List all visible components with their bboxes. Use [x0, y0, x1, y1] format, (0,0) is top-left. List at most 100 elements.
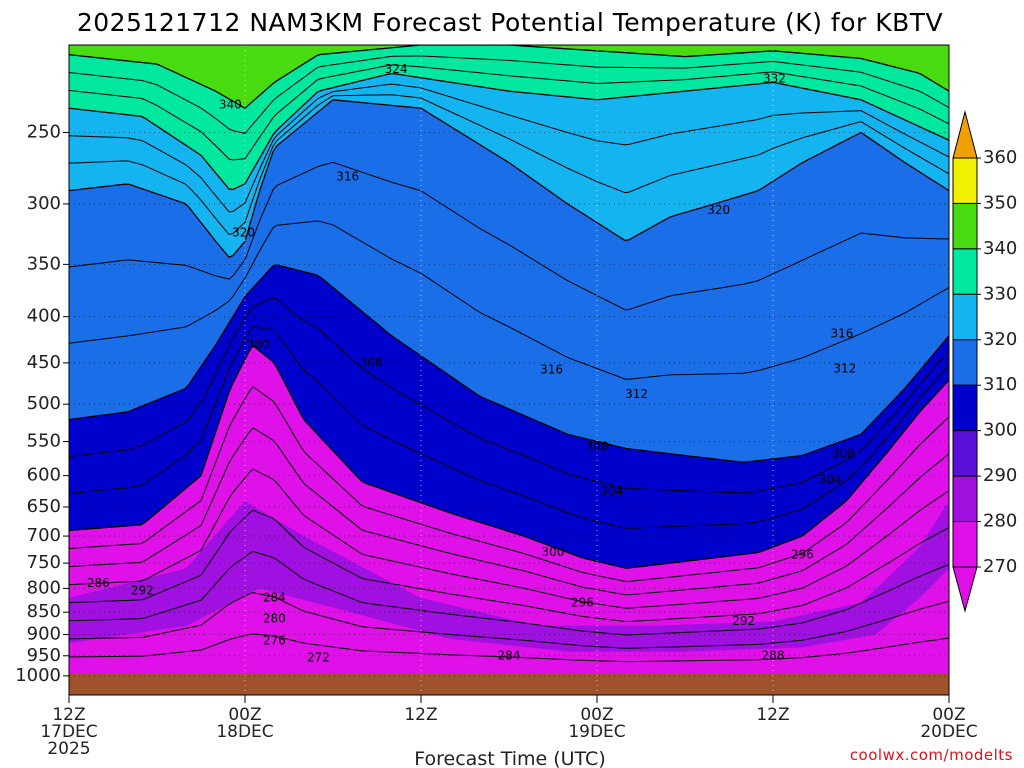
colorbar-segment — [952, 248, 978, 295]
isentrope-line-lower — [69, 468, 949, 609]
contour-label: 304 — [819, 473, 842, 487]
contour-label: 332 — [763, 71, 786, 85]
colorbar-label: 280 — [983, 511, 1017, 532]
colorbar-label: 340 — [983, 238, 1017, 259]
x-tick-label: 20DEC — [920, 722, 977, 742]
y-tick-label: 1000 — [15, 665, 61, 686]
band-above-isentrope-330 — [69, 45, 949, 190]
y-tick-label: 550 — [27, 431, 61, 452]
y-tick-label: 300 — [27, 193, 61, 214]
contour-label: 312 — [833, 361, 856, 375]
colorbar-label: 300 — [983, 420, 1017, 441]
x-tick-label: 2025 — [47, 739, 90, 759]
isentrope-line-lower — [69, 509, 949, 622]
isentrope-line-minor — [69, 161, 949, 311]
credit-link[interactable]: coolwx.com/modelts — [850, 746, 1013, 764]
y-tick-label: 250 — [27, 121, 61, 142]
isentrope-line-330 — [69, 72, 949, 191]
y-tick-label: 500 — [27, 393, 61, 414]
colorbar-segment — [952, 384, 978, 432]
contour-label: 300 — [247, 338, 270, 352]
x-tick-label: 17DEC — [40, 722, 97, 742]
contour-label: 288 — [762, 648, 785, 662]
isentrope-line-340 — [69, 45, 949, 110]
contour-label: 308 — [586, 440, 609, 454]
isentrope-line-lower — [69, 633, 949, 663]
contour-label: 308 — [360, 355, 383, 369]
colorbar-label: 310 — [983, 374, 1017, 395]
y-tick-label: 700 — [27, 525, 61, 546]
contour-label: 296 — [791, 548, 814, 562]
contour-label: 284 — [263, 591, 286, 605]
isentrope-line-minor — [69, 83, 949, 213]
colorbar-segment — [952, 521, 978, 568]
x-tick-label: 00Z — [228, 705, 261, 725]
isentrope-line-lower — [69, 427, 949, 596]
y-axis: 2503003504004505005506006507007508008509… — [15, 121, 69, 686]
colorbar-segment — [952, 202, 978, 250]
colorbar-segment — [952, 157, 978, 204]
colorbar-arrow-bottom — [952, 566, 978, 613]
isentrope-line-minor — [69, 220, 949, 380]
contour-label: 292 — [131, 583, 154, 597]
contour-label: 320 — [232, 225, 255, 239]
contour-label: 284 — [498, 648, 521, 662]
contour-label: 292 — [732, 614, 755, 628]
colorbar-arrow-top — [952, 110, 978, 159]
contour-label: 316 — [830, 326, 853, 340]
y-tick-label: 750 — [27, 552, 61, 573]
terrain-layer — [69, 674, 949, 695]
isentrope-line-310 — [69, 264, 949, 463]
terrain-fill — [69, 674, 949, 695]
colorbar-segment — [952, 293, 978, 341]
colorbar-segment — [952, 339, 978, 386]
contour-label: 316 — [540, 362, 563, 376]
x-tick-label: 18DEC — [216, 722, 273, 742]
contour-label: 300 — [542, 545, 565, 559]
colorbar-label: 290 — [983, 465, 1017, 486]
x-tick-label: 00Z — [580, 705, 613, 725]
x-tick-label: 12Z — [404, 705, 437, 725]
contour-label: 316 — [336, 169, 359, 183]
y-tick-label: 400 — [27, 306, 61, 327]
contour-label: 272 — [307, 650, 330, 664]
isentrope-line-minor — [69, 297, 949, 494]
contour-label: 304 — [600, 484, 623, 498]
contour-label: 276 — [263, 634, 286, 648]
x-tick-label: 12Z — [756, 705, 789, 725]
y-tick-label: 950 — [27, 645, 61, 666]
contour-label: 308 — [832, 447, 855, 461]
y-tick-label: 350 — [27, 253, 61, 274]
colorbar-label: 330 — [983, 283, 1017, 304]
isentrope-line-300 — [69, 344, 949, 569]
contour-label: 340 — [219, 97, 242, 111]
colorbar-segment — [952, 475, 978, 523]
colorbar-legend: 360 350 340 330 320 310 300 290 280 270 — [952, 110, 1017, 613]
y-tick-label: 800 — [27, 577, 61, 598]
isentrope-line-minor — [69, 325, 949, 529]
isentrope-lines — [69, 45, 949, 663]
isentrope-line-minor — [69, 94, 949, 235]
isentrope-line-minor — [69, 64, 949, 161]
isentrope-line-lower — [69, 386, 949, 582]
contour-label: 312 — [625, 387, 648, 401]
x-axis-title: Forecast Time (UTC) — [414, 748, 605, 768]
colorbar-label: 320 — [983, 329, 1017, 350]
x-tick-label: 12Z — [52, 705, 85, 725]
colorbar-label: 350 — [983, 192, 1017, 213]
colorbar-label: 270 — [983, 556, 1017, 577]
isentrope-line-minor — [69, 55, 949, 134]
isentrope-line-lower — [69, 592, 949, 649]
chart-title: 2025121712 NAM3KM Forecast Potential Tem… — [77, 8, 943, 37]
y-tick-label: 650 — [27, 496, 61, 517]
x-tick-label: 19DEC — [568, 722, 625, 742]
contour-label: 320 — [707, 203, 730, 217]
y-tick-label: 850 — [27, 601, 61, 622]
isentrope-line-320 — [69, 99, 949, 258]
y-tick-label: 450 — [27, 352, 61, 373]
band-above-isentrope-340 — [69, 45, 949, 109]
isentrope-line-lower — [69, 550, 949, 636]
colorbar-segment — [952, 430, 978, 477]
